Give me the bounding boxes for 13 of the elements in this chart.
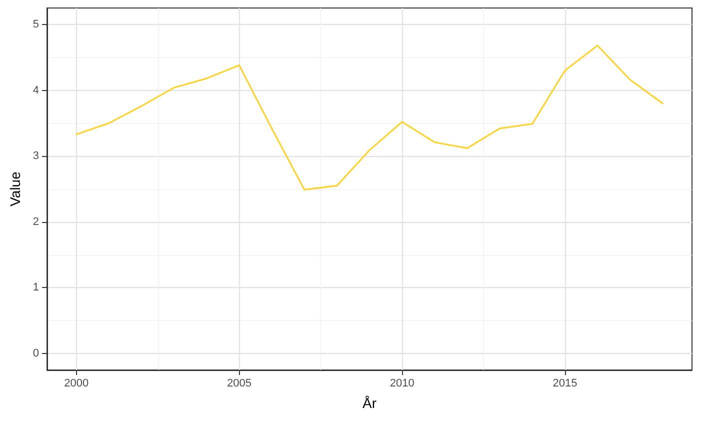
x-tick-label: 2005 xyxy=(226,378,252,390)
y-tick-label: 4 xyxy=(32,84,40,96)
y-tick-label: 5 xyxy=(32,18,40,30)
line-series xyxy=(76,44,664,190)
y-tick-label: 0 xyxy=(32,348,40,360)
x-tick-label: 2000 xyxy=(64,378,89,390)
y-axis-title: Value xyxy=(7,171,23,206)
x-axis-title: År xyxy=(362,395,377,411)
y-tick-label: 2 xyxy=(32,216,40,228)
y-tick-label: 3 xyxy=(32,150,40,162)
x-tick-label: 2015 xyxy=(552,378,578,390)
x-tick-label: 2010 xyxy=(390,378,414,390)
y-tick-label: 1 xyxy=(32,282,40,294)
